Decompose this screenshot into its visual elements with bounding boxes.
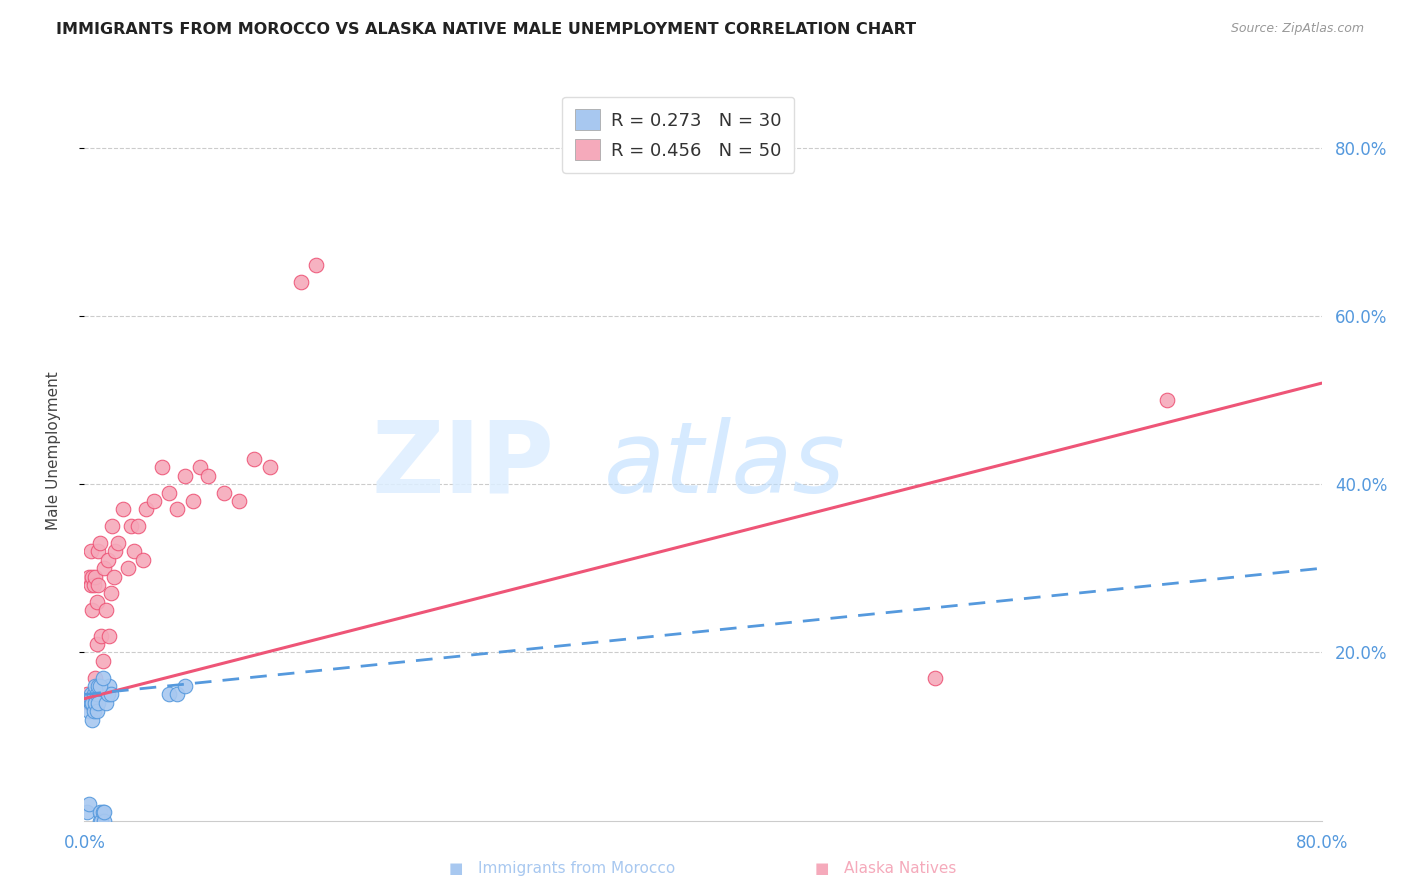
- Point: [82, 713, 104, 727]
- Point: [143, 494, 166, 508]
- Point: [100, 586, 122, 600]
- Point: [174, 679, 197, 693]
- Point: [91, 654, 114, 668]
- Point: [76, 688, 98, 702]
- Point: [228, 494, 250, 508]
- Point: [83, 688, 105, 702]
- Point: [132, 553, 155, 567]
- Point: [1156, 392, 1178, 407]
- Point: [212, 485, 235, 500]
- Point: [243, 451, 266, 466]
- Point: [197, 468, 219, 483]
- Point: [94, 603, 117, 617]
- Point: [84, 671, 107, 685]
- Point: [77, 704, 100, 718]
- Text: Source: ZipAtlas.com: Source: ZipAtlas.com: [1230, 22, 1364, 36]
- Point: [94, 696, 117, 710]
- Text: ■   Immigrants from Morocco: ■ Immigrants from Morocco: [450, 861, 675, 876]
- Point: [290, 275, 312, 289]
- Point: [87, 578, 110, 592]
- Point: [82, 569, 104, 583]
- Point: [87, 544, 110, 558]
- Point: [122, 544, 145, 558]
- Point: [83, 704, 105, 718]
- Point: [98, 628, 121, 642]
- Point: [112, 502, 135, 516]
- Point: [96, 553, 118, 567]
- Point: [77, 797, 100, 811]
- Point: [87, 696, 110, 710]
- Point: [101, 519, 124, 533]
- Point: [87, 679, 110, 693]
- Point: [79, 696, 101, 710]
- Point: [91, 671, 114, 685]
- Point: [90, 814, 112, 828]
- Point: [127, 519, 149, 533]
- Point: [96, 688, 118, 702]
- Point: [166, 502, 188, 516]
- Point: [181, 494, 204, 508]
- Text: IMMIGRANTS FROM MOROCCO VS ALASKA NATIVE MALE UNEMPLOYMENT CORRELATION CHART: IMMIGRANTS FROM MOROCCO VS ALASKA NATIVE…: [56, 22, 917, 37]
- Point: [86, 704, 108, 718]
- Point: [82, 603, 104, 617]
- Point: [174, 468, 197, 483]
- Point: [150, 460, 173, 475]
- Text: atlas: atlas: [605, 417, 845, 514]
- Point: [135, 502, 157, 516]
- Point: [89, 679, 111, 693]
- Point: [76, 805, 98, 820]
- Point: [79, 688, 101, 702]
- Point: [83, 688, 105, 702]
- Point: [98, 679, 121, 693]
- Point: [305, 258, 328, 272]
- Text: ■   Alaska Natives: ■ Alaska Natives: [815, 861, 956, 876]
- Point: [166, 688, 188, 702]
- Point: [84, 696, 107, 710]
- Point: [188, 460, 211, 475]
- Point: [86, 637, 108, 651]
- Point: [159, 485, 180, 500]
- Point: [93, 805, 115, 820]
- Point: [107, 536, 129, 550]
- Point: [924, 671, 946, 685]
- Point: [86, 595, 108, 609]
- Point: [89, 814, 111, 828]
- Point: [120, 519, 142, 533]
- Point: [93, 814, 115, 828]
- Point: [79, 578, 101, 592]
- Legend: R = 0.273   N = 30, R = 0.456   N = 50: R = 0.273 N = 30, R = 0.456 N = 50: [562, 96, 794, 173]
- Point: [100, 688, 122, 702]
- Y-axis label: Male Unemployment: Male Unemployment: [46, 371, 60, 530]
- Point: [77, 569, 100, 583]
- Point: [103, 569, 125, 583]
- Point: [91, 805, 114, 820]
- Point: [90, 628, 112, 642]
- Point: [77, 696, 100, 710]
- Point: [89, 536, 111, 550]
- Point: [159, 688, 180, 702]
- Text: ZIP: ZIP: [371, 417, 554, 514]
- Point: [89, 805, 111, 820]
- Point: [259, 460, 281, 475]
- Point: [84, 569, 107, 583]
- Point: [104, 544, 127, 558]
- Point: [117, 561, 139, 575]
- Point: [84, 679, 107, 693]
- Point: [83, 578, 105, 592]
- Point: [79, 544, 101, 558]
- Point: [82, 696, 104, 710]
- Point: [86, 688, 108, 702]
- Point: [93, 561, 115, 575]
